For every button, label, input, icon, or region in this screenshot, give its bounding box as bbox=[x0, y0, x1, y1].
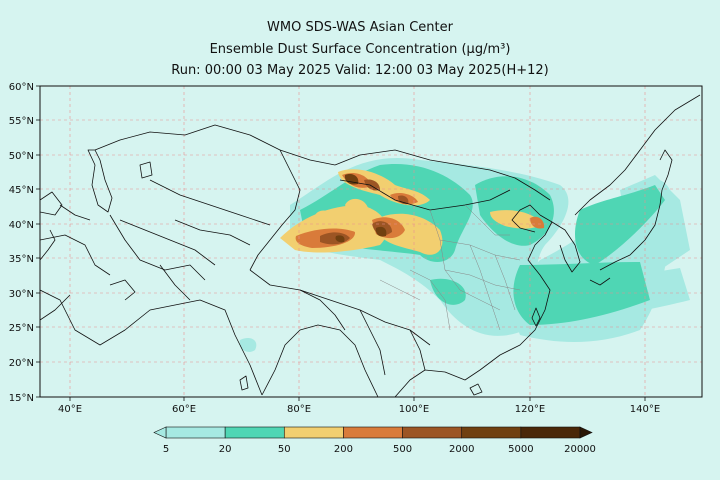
lat-tick-label: 55°N bbox=[9, 116, 34, 127]
lat-tick-label: 60°N bbox=[9, 82, 34, 93]
colorbar: 5 20 50 200 500 2000 5000 20000 bbox=[153, 426, 596, 455]
axis-ticks bbox=[36, 85, 646, 401]
colorbar-segment bbox=[343, 426, 403, 439]
lat-tick-label: 50°N bbox=[9, 151, 34, 162]
colorbar-segment bbox=[520, 426, 581, 439]
colorbar-segment bbox=[402, 426, 463, 439]
colorbar-label: 5000 bbox=[508, 444, 533, 455]
province-borders bbox=[379, 204, 521, 331]
lat-tick-label: 20°N bbox=[9, 358, 34, 369]
longitude-labels: 40°E 60°E 80°E 100°E 120°E 140°E bbox=[58, 404, 660, 415]
lon-tick-label: 60°E bbox=[172, 404, 196, 415]
country-borders bbox=[40, 94, 701, 397]
lon-tick-label: 140°E bbox=[630, 404, 660, 415]
colorbar-label: 50 bbox=[278, 444, 291, 455]
colorbar-label: 200 bbox=[334, 444, 353, 455]
colorbar-label: 5 bbox=[163, 444, 169, 455]
lon-tick-label: 120°E bbox=[515, 404, 545, 415]
colorbar-segment bbox=[224, 426, 285, 439]
lat-tick-label: 35°N bbox=[9, 254, 34, 265]
lon-tick-label: 80°E bbox=[287, 404, 311, 415]
lat-tick-label: 25°N bbox=[9, 323, 34, 334]
colorbar-segment bbox=[165, 426, 226, 439]
lon-tick-label: 40°E bbox=[58, 404, 82, 415]
map-subtitle: Ensemble Dust Surface Concentration (μg/… bbox=[209, 42, 511, 57]
graticule bbox=[40, 86, 702, 397]
colorbar-label: 20000 bbox=[564, 444, 596, 455]
colorbar-segment bbox=[283, 426, 344, 439]
lat-tick-label: 40°N bbox=[9, 220, 34, 231]
lon-tick-label: 100°E bbox=[399, 404, 429, 415]
run-valid-time: Run: 00:00 03 May 2025 Valid: 12:00 03 M… bbox=[171, 63, 549, 78]
colorbar-segment bbox=[461, 426, 522, 439]
map-frame bbox=[39, 85, 703, 398]
colorbar-max-arrow bbox=[579, 426, 593, 439]
colorbar-min-arrow bbox=[153, 426, 167, 439]
lat-tick-label: 30°N bbox=[9, 289, 34, 300]
lat-tick-label: 15°N bbox=[9, 393, 34, 404]
colorbar-label: 20 bbox=[219, 444, 232, 455]
colorbar-label: 500 bbox=[393, 444, 412, 455]
colorbar-label: 2000 bbox=[449, 444, 474, 455]
lat-tick-label: 45°N bbox=[9, 185, 34, 196]
latitude-labels: 60°N 55°N 50°N 45°N 40°N 35°N 30°N 25°N … bbox=[9, 82, 34, 404]
map-title: WMO SDS-WAS Asian Center bbox=[267, 20, 453, 35]
dust-layer-2000-5000 bbox=[335, 174, 387, 243]
